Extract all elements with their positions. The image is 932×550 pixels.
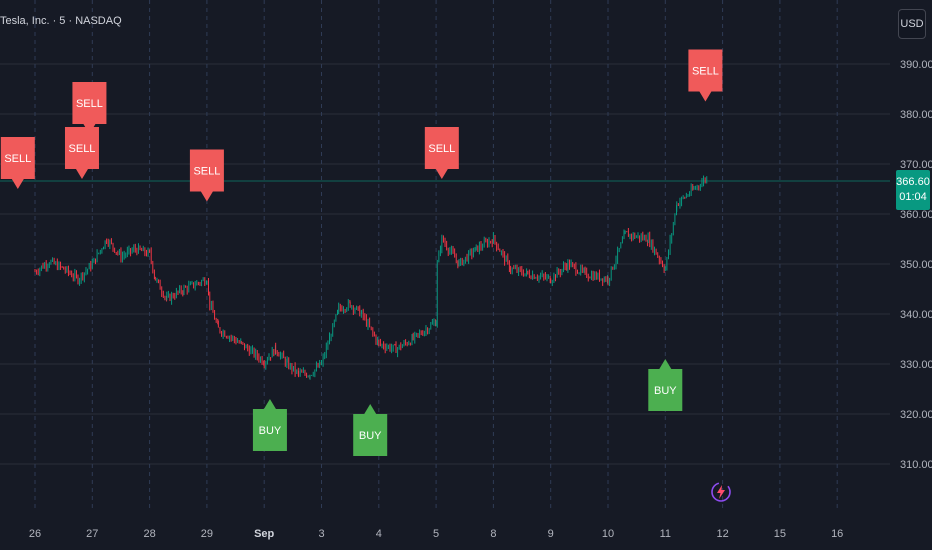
sell-signal: SELL <box>688 49 723 102</box>
sell-signal: SELL <box>424 127 459 179</box>
buy-signal: BUY <box>353 404 388 456</box>
y-tick-label: 390.00 <box>900 59 932 71</box>
y-tick-label: 320.00 <box>900 409 932 421</box>
x-tick-label: 16 <box>831 528 843 540</box>
signal-label: SELL <box>692 66 719 78</box>
sell-signal: SELL <box>72 82 107 134</box>
x-tick-label: 15 <box>774 528 786 540</box>
signal-label: BUY <box>359 430 382 442</box>
signal-label: SELL <box>193 166 220 178</box>
y-tick-label: 350.00 <box>900 259 932 271</box>
x-tick-label: 11 <box>660 528 671 540</box>
x-tick-label: 26 <box>29 528 41 540</box>
y-tick-label: 310.00 <box>900 459 932 471</box>
symbol-title[interactable]: Tesla, Inc. · 5 · NASDAQ <box>0 15 122 27</box>
x-tick-label: 5 <box>433 528 439 540</box>
bar-countdown: 01:04 <box>899 191 927 203</box>
x-tick-label: 29 <box>201 528 213 540</box>
y-tick-label: 330.00 <box>900 359 932 371</box>
sell-signal: SELL <box>189 149 224 202</box>
x-tick-label: 27 <box>86 528 98 540</box>
last-price-value: 366.60 <box>896 176 930 188</box>
x-tick-label: 9 <box>548 528 554 540</box>
currency-button[interactable]: USD <box>898 9 926 39</box>
last-price-label: 366.60 01:04 <box>896 170 930 210</box>
buy-signal: BUY <box>252 399 287 451</box>
x-tick-label: 10 <box>602 528 614 540</box>
y-tick-label: 360.00 <box>900 209 932 221</box>
x-tick-label: Sep <box>254 528 274 540</box>
signal-label: SELL <box>76 98 103 110</box>
x-tick-label: 3 <box>318 528 324 540</box>
sell-signal: SELL <box>64 127 99 179</box>
x-tick-label: 28 <box>143 528 155 540</box>
signal-label: SELL <box>69 143 96 155</box>
signal-label: SELL <box>4 153 31 165</box>
signal-label: BUY <box>259 425 282 437</box>
x-tick-label: 12 <box>716 528 728 540</box>
x-tick-label: 8 <box>490 528 496 540</box>
lightning-logo-icon[interactable] <box>710 481 732 503</box>
buy-signal: BUY <box>648 359 683 411</box>
sell-signal: SELL <box>0 137 35 189</box>
y-tick-label: 370.00 <box>900 159 932 171</box>
y-tick-label: 340.00 <box>900 309 932 321</box>
signal-label: BUY <box>654 385 677 397</box>
y-tick-label: 380.00 <box>900 109 932 121</box>
x-tick-label: 4 <box>376 528 382 540</box>
signal-label: SELL <box>428 143 455 155</box>
